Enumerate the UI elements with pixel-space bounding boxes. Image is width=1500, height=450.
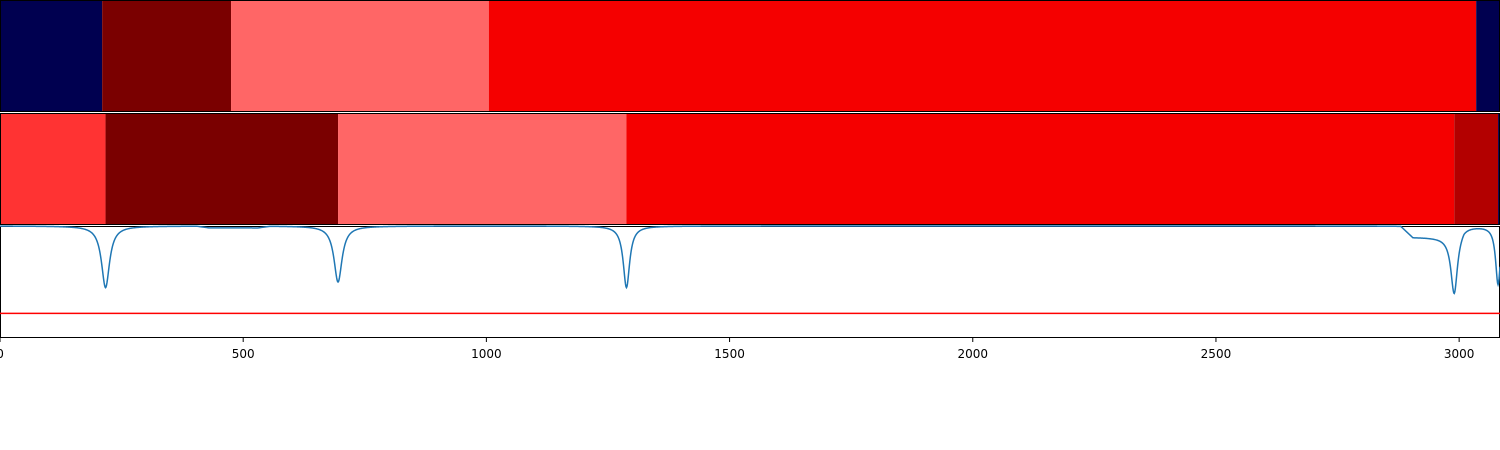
segment-row-1-seg-2	[102, 0, 232, 112]
segment-row-2-seg-2	[105, 113, 339, 225]
segment-row-1-seg-5	[1476, 0, 1500, 112]
segment-row-2-seg-3	[338, 113, 627, 225]
segment-row-1-seg-4	[488, 0, 1477, 112]
x-tick-label-3000: 3000	[1444, 347, 1475, 361]
x-tick-label-2500: 2500	[1201, 347, 1232, 361]
x-tick-label-0: 0	[0, 347, 4, 361]
segment-row-2	[0, 113, 1500, 225]
x-tick-label-1500: 1500	[714, 347, 745, 361]
segment-row-1-seg-3	[231, 0, 489, 112]
x-tick-label-2000: 2000	[957, 347, 988, 361]
segment-row-2-seg-4	[626, 113, 1455, 225]
x-tick-label-1000: 1000	[471, 347, 502, 361]
signal-panel-frame	[0, 226, 1500, 338]
segment-row-2-seg-5	[1454, 113, 1499, 225]
segment-row-1	[0, 0, 1500, 112]
segment-row-1-seg-1	[0, 0, 103, 112]
signal-line	[0, 225, 1500, 295]
segment-row-2-seg-1	[0, 113, 106, 225]
signal-panel	[0, 225, 1500, 338]
x-tick-label-500: 500	[232, 347, 255, 361]
x-axis: 0 500 1000 1500 2000 2500 3000	[0, 338, 1474, 361]
